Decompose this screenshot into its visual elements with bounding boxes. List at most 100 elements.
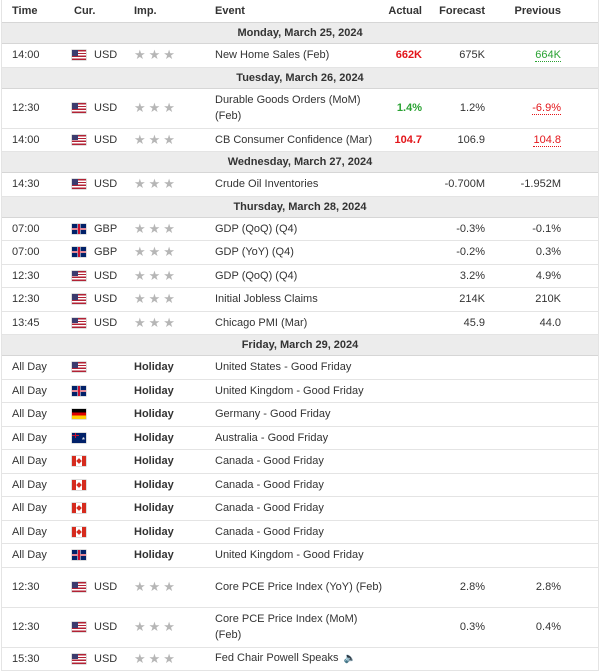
day-header: Friday, March 29, 2024 [2,335,598,356]
event-row[interactable]: All Day Holiday Canada - Good Friday [2,521,598,544]
event-time: All Day [12,455,47,468]
importance-stars: ★★★ [134,100,178,115]
event-name[interactable]: Durable Goods Orders (MoM) (Feb) [215,94,361,122]
event-name-cell: Crude Oil Inventories [215,176,385,192]
header-currency: Cur. [74,5,96,17]
event-name[interactable]: United States - Good Friday [215,361,352,374]
event-name[interactable]: Chicago PMI (Mar) [215,316,308,329]
event-previous: 664K [535,49,561,63]
event-forecast: 3.2% [459,269,485,282]
importance-stars: ★★★ [134,176,178,192]
event-time: All Day [12,408,47,421]
event-name[interactable]: Canada - Good Friday [215,525,324,538]
event-name-cell: CB Consumer Confidence (Mar) [215,132,385,148]
event-name[interactable]: United Kingdom - Good Friday [215,384,364,397]
event-row[interactable]: 07:00 GBP ★★★ GDP (YoY) (Q4) -0.2% 0.3% [2,241,598,265]
event-forecast: -0.3% [456,222,485,235]
event-previous-value[interactable]: 664K [535,49,561,63]
event-name[interactable]: CB Consumer Confidence (Mar) [215,133,373,146]
importance-stars: ★★★ [134,131,178,147]
event-name[interactable]: Core PCE Price Index (YoY) (Feb) [215,581,383,593]
event-time: All Day [12,361,47,374]
event-name[interactable]: Initial Jobless Claims [215,293,318,306]
event-previous: 2.8% [536,581,561,593]
importance-stars: ★★★ [134,314,178,330]
event-row[interactable]: All Day Holiday United Kingdom - Good Frid… [2,380,598,403]
event-name-cell: United Kingdom - Good Friday [215,547,385,563]
event-row[interactable]: 12:30 USD ★★★ Initial Jobless Claims 214K 210… [2,288,598,312]
event-previous: -1.952M [521,178,561,190]
holiday-label: Holiday [134,525,174,538]
event-name-cell: Canada - Good Friday [215,500,385,516]
event-name[interactable]: Crude Oil Inventories [215,178,319,191]
importance-stars: ★★★ [134,267,178,283]
event-name-cell: Fed Chair Powell Speaks 🔈 [215,650,385,667]
event-time: All Day [12,549,47,562]
event-currency: USD [94,49,118,62]
event-name[interactable]: Germany - Good Friday [215,408,331,421]
event-row[interactable]: All Day Holiday Canada - Good Friday [2,497,598,521]
event-name-cell: GDP (QoQ) (Q4) [215,268,385,284]
event-previous-value: 0.3% [535,246,561,259]
table-header: Time Cur. Imp. Event Actual Forecast Pre… [2,0,598,23]
event-name[interactable]: New Home Sales (Feb) [215,49,330,62]
event-row[interactable]: 07:00 GBP ★★★ GDP (QoQ) (Q4) -0.3% -0.1% [2,218,598,241]
event-name[interactable]: Fed Chair Powell Speaks [215,652,339,665]
us-flag-icon [72,103,86,113]
event-row[interactable]: All Day Holiday Germany - Good Friday [2,403,598,427]
event-forecast: 1.2% [459,102,485,114]
us-flag-icon [72,622,86,632]
event-forecast: 45.9 [463,316,485,329]
event-row[interactable]: All Day Holiday Canada - Good Friday [2,450,598,474]
event-row[interactable]: 12:30 USD ★★★ GDP (QoQ) (Q4) 3.2% 4.9% [2,265,598,288]
event-name-cell: Chicago PMI (Mar) [215,315,385,331]
event-time: 12:30 [12,581,40,593]
event-name[interactable]: Australia - Good Friday [215,431,329,444]
event-name-cell: Initial Jobless Claims [215,291,385,307]
holiday-label: Holiday [134,502,174,515]
event-name[interactable]: GDP (YoY) (Q4) [215,246,294,259]
holiday-label: Holiday [134,408,174,421]
importance-stars: ★★★ [134,291,178,307]
event-currency: USD [94,102,118,114]
gb-flag-icon [72,247,86,258]
event-row[interactable]: 14:30 USD ★★★ Crude Oil Inventories -0.700M -… [2,173,598,197]
event-time: 07:00 [12,222,40,235]
event-previous-value[interactable]: -6.9% [532,102,561,115]
event-previous: 210K [535,293,561,305]
day-header: Wednesday, March 27, 2024 [2,152,598,173]
event-previous-value[interactable]: 104.8 [533,133,561,147]
event-row[interactable]: 14:00 USD ★★★ New Home Sales (Feb) 662K 675K 6… [2,44,598,68]
event-name[interactable]: GDP (QoQ) (Q4) [215,222,298,235]
au-flag-icon [72,432,86,443]
importance-stars: ★★★ [134,220,178,236]
event-previous: 0.4% [536,621,561,633]
event-row[interactable]: 12:30 USD ★★★ Durable Goods Orders (MoM) (F… [2,89,598,129]
event-name-cell: United States - Good Friday [215,359,385,375]
event-row[interactable]: 12:30 USD ★★★ Core PCE Price Index (MoM) (F… [2,608,598,648]
event-previous-value: 210K [535,293,561,306]
event-row[interactable]: 12:30 USD ★★★ Core PCE Price Index (YoY) (F… [2,568,598,608]
event-name[interactable]: United Kingdom - Good Friday [215,549,364,562]
event-row[interactable]: All Day Holiday United States - Good Frida… [2,356,598,380]
event-row[interactable]: All Day Holiday United Kingdom - Good Frid… [2,544,598,568]
event-previous: 104.8 [533,133,561,147]
event-time: 13:45 [12,316,40,329]
gb-flag-icon [72,550,86,561]
event-name[interactable]: Canada - Good Friday [215,502,324,515]
header-previous: Previous [514,5,561,17]
event-row[interactable]: All Day Holiday Canada - Good Friday [2,474,598,497]
event-name[interactable]: GDP (QoQ) (Q4) [215,269,298,282]
event-row[interactable]: 15:30 USD ★★★ Fed Chair Powell Speaks 🔈 [2,648,598,671]
event-name[interactable]: Core PCE Price Index (MoM) (Feb) [215,613,358,641]
holiday-label: Holiday [134,384,174,397]
event-name[interactable]: Canada - Good Friday [215,478,324,491]
event-row[interactable]: All Day Holiday Australia - Good Friday [2,427,598,450]
event-name[interactable]: Canada - Good Friday [215,455,324,468]
event-time: 12:30 [12,269,40,282]
event-currency: USD [94,581,118,593]
event-previous-value: 0.4% [535,621,561,633]
event-row[interactable]: 14:00 USD ★★★ CB Consumer Confidence (Mar) 1… [2,129,598,152]
event-row[interactable]: 13:45 USD ★★★ Chicago PMI (Mar) 45.9 44.0 [2,312,598,335]
de-flag-icon [72,409,86,420]
